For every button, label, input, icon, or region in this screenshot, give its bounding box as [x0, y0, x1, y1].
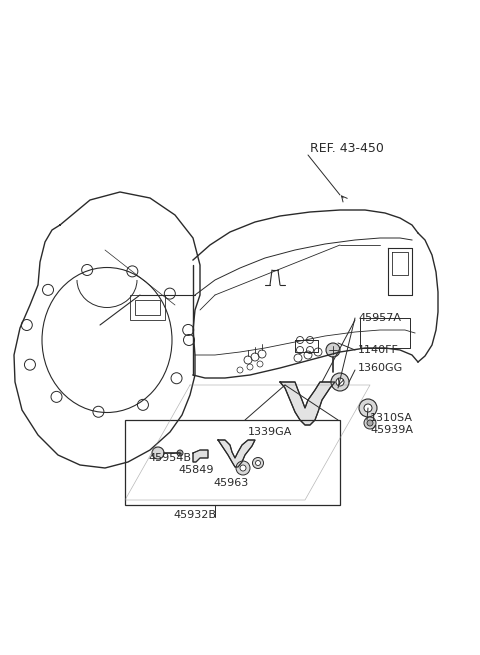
Circle shape: [255, 460, 261, 466]
Text: 45932B: 45932B: [173, 510, 216, 520]
Text: 45954B: 45954B: [148, 453, 191, 463]
Polygon shape: [280, 382, 335, 425]
Text: REF. 43-450: REF. 43-450: [310, 141, 384, 155]
Bar: [135, 300, 160, 315]
Polygon shape: [193, 450, 208, 462]
Circle shape: [367, 420, 373, 426]
Text: 45957A: 45957A: [358, 313, 401, 323]
Polygon shape: [218, 440, 255, 467]
Text: 1339GA: 1339GA: [248, 427, 292, 437]
Circle shape: [236, 461, 250, 475]
Text: 1310SA: 1310SA: [370, 413, 413, 423]
Text: 45849: 45849: [178, 465, 214, 475]
Circle shape: [364, 404, 372, 412]
Text: 1140FF: 1140FF: [358, 345, 399, 355]
Text: 1360GG: 1360GG: [358, 363, 403, 373]
Circle shape: [359, 399, 377, 417]
Circle shape: [326, 343, 340, 357]
Circle shape: [364, 417, 376, 429]
Circle shape: [331, 373, 349, 391]
Circle shape: [252, 457, 264, 468]
Circle shape: [152, 447, 164, 459]
Circle shape: [177, 450, 183, 456]
Bar: [125, 420, 340, 505]
Bar: [130, 295, 165, 320]
Text: 45939A: 45939A: [370, 425, 413, 435]
Circle shape: [240, 465, 246, 471]
Text: 45963: 45963: [213, 478, 248, 488]
Circle shape: [336, 378, 344, 386]
